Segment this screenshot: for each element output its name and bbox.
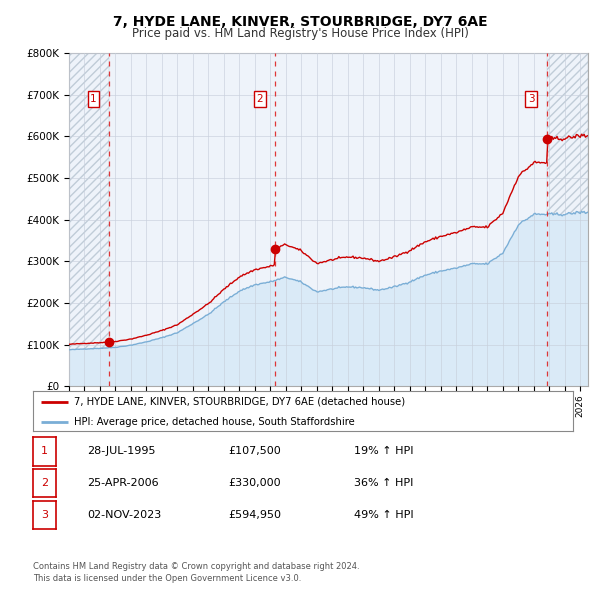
Text: 36% ↑ HPI: 36% ↑ HPI (354, 478, 413, 488)
Text: £330,000: £330,000 (228, 478, 281, 488)
Text: 19% ↑ HPI: 19% ↑ HPI (354, 447, 413, 456)
Text: Contains HM Land Registry data © Crown copyright and database right 2024.
This d: Contains HM Land Registry data © Crown c… (33, 562, 359, 583)
Text: 7, HYDE LANE, KINVER, STOURBRIDGE, DY7 6AE: 7, HYDE LANE, KINVER, STOURBRIDGE, DY7 6… (113, 15, 487, 29)
Text: 7, HYDE LANE, KINVER, STOURBRIDGE, DY7 6AE (detached house): 7, HYDE LANE, KINVER, STOURBRIDGE, DY7 6… (74, 397, 404, 407)
Text: 2: 2 (257, 94, 263, 104)
Bar (69, 53, 109, 386)
Text: 02-NOV-2023: 02-NOV-2023 (87, 510, 161, 520)
Text: 28-JUL-1995: 28-JUL-1995 (87, 447, 155, 456)
Text: 49% ↑ HPI: 49% ↑ HPI (354, 510, 413, 520)
Text: 2: 2 (41, 478, 48, 488)
Text: 1: 1 (90, 94, 97, 104)
Text: £107,500: £107,500 (228, 447, 281, 456)
Text: 3: 3 (41, 510, 48, 520)
Text: HPI: Average price, detached house, South Staffordshire: HPI: Average price, detached house, Sout… (74, 417, 354, 427)
Bar (547, 53, 588, 386)
Text: 25-APR-2006: 25-APR-2006 (87, 478, 158, 488)
Text: 3: 3 (528, 94, 535, 104)
Text: 1: 1 (41, 447, 48, 456)
Text: Price paid vs. HM Land Registry's House Price Index (HPI): Price paid vs. HM Land Registry's House … (131, 27, 469, 40)
Text: £594,950: £594,950 (228, 510, 281, 520)
